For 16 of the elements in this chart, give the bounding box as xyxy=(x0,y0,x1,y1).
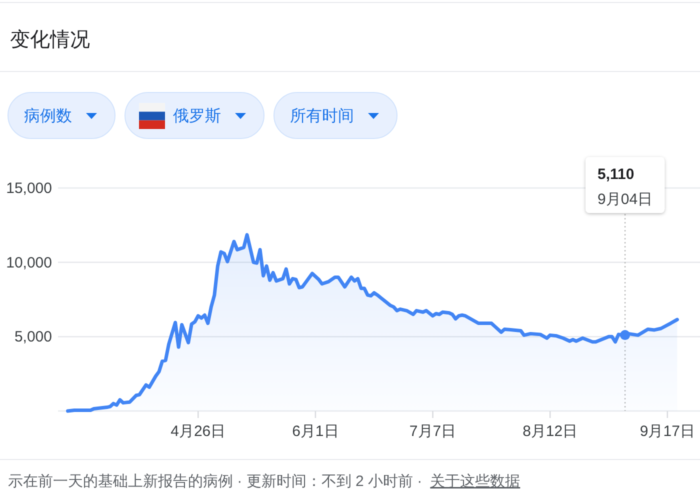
x-tick-label: 8月12日 xyxy=(522,423,578,440)
control-dropdown: 所有时间 xyxy=(274,92,398,139)
x-tick-label: 9月17日 xyxy=(640,423,695,440)
x-tick-label: 4月26日 xyxy=(170,423,226,440)
note: 示在前一天的基础上新报告的病例 · 更新时间：不到 2 小时前 · xyxy=(8,473,422,490)
y-tick-label: 10,000 xyxy=(6,254,52,272)
title: 变化情况 xyxy=(10,29,90,51)
y-tick-label: 5,000 xyxy=(14,328,52,346)
tooltip-date: 9月04日 xyxy=(598,191,653,208)
x-tick-label: 6月1日 xyxy=(292,423,339,440)
tooltip-value: 5,110 xyxy=(598,166,634,183)
control-dropdown: 病例数 xyxy=(8,92,116,139)
link: 关于这些数据 xyxy=(430,473,520,490)
x-tick-label: 7月7日 xyxy=(409,423,456,440)
y-tick-label: 15,000 xyxy=(6,180,52,197)
control-dropdown: 俄罗斯 xyxy=(124,92,264,139)
